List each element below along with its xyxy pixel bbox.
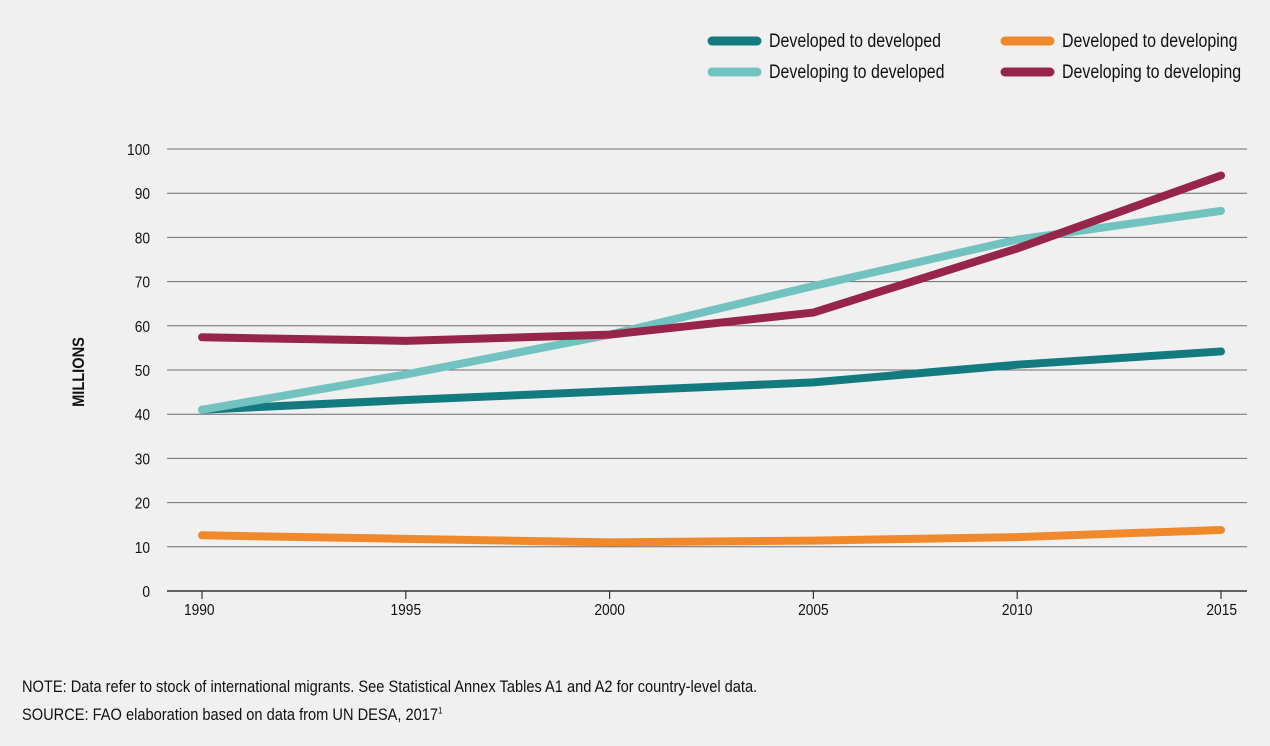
x-tick-label: 2010 [1002, 601, 1033, 619]
x-tick-label: 1995 [391, 601, 422, 619]
series-line-developed-to-developing [198, 526, 1225, 547]
y-tick-label: 40 [135, 406, 150, 424]
legend-label: Developing to developing [1062, 61, 1241, 83]
y-tick-label: 80 [135, 229, 150, 247]
series-line-developed-to-developed [198, 347, 1225, 414]
y-tick-label: 50 [135, 362, 150, 380]
legend-label: Developed to developing [1062, 30, 1238, 52]
x-tick-label: 2000 [594, 601, 625, 619]
chart-source: SOURCE: FAO elaboration based on data fr… [22, 705, 443, 724]
y-tick-label: 10 [135, 539, 150, 557]
chart-note: NOTE: Data refer to stock of internation… [22, 677, 758, 696]
series-line-developing-to-developed [198, 206, 1225, 414]
y-tick-label: 60 [135, 318, 150, 336]
legend: Developed to developed Developed to devel… [707, 30, 1241, 83]
x-tick-label: 1990 [184, 601, 215, 619]
y-tick-label: 30 [135, 450, 150, 468]
legend-label: Developed to developed [769, 30, 941, 52]
line-chart: 0 10 20 30 40 50 60 70 80 90 100 1990 1995 2000 2005 20… [70, 30, 1247, 619]
y-tick-label: 20 [135, 495, 150, 513]
y-tick-label: 0 [142, 583, 150, 601]
gridlines [167, 148, 1247, 592]
x-tick-label: 2005 [798, 601, 829, 619]
y-tick-label: 70 [135, 274, 150, 292]
y-tick-label: 100 [127, 141, 150, 159]
legend-label: Developing to developed [769, 61, 945, 83]
x-tick-label: 2015 [1206, 601, 1237, 619]
series-lines [198, 171, 1225, 547]
y-tick-label: 90 [135, 185, 150, 203]
series-line-developing-to-developing [198, 171, 1225, 345]
y-axis-label: MILLIONS [70, 337, 88, 407]
axes: 0 10 20 30 40 50 60 70 80 90 100 1990 1995 2000 2005 20… [127, 141, 1237, 619]
